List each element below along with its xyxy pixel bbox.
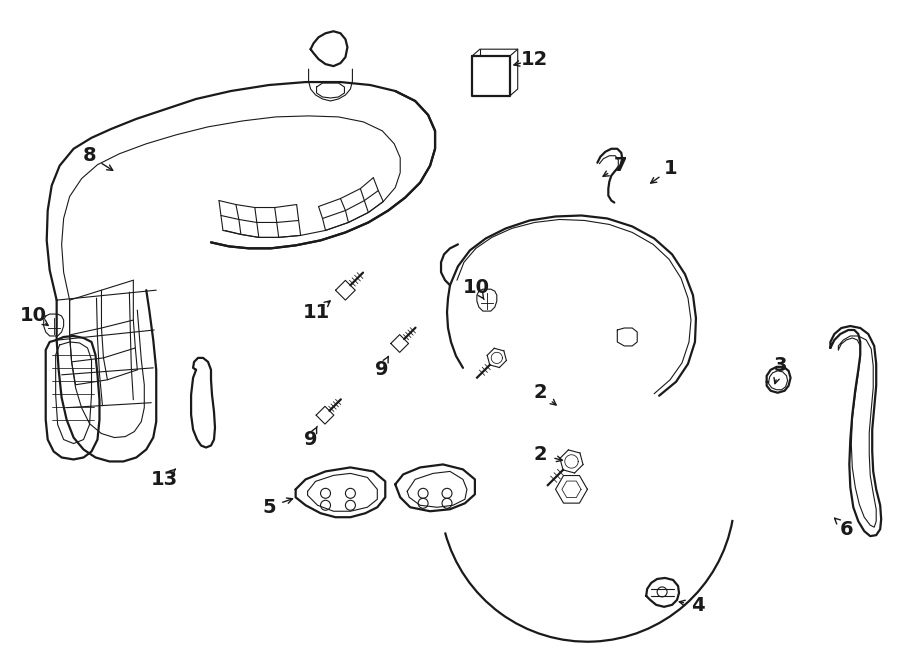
Text: 10: 10 [463, 277, 490, 297]
Text: 9: 9 [374, 360, 388, 379]
Text: 12: 12 [521, 50, 548, 69]
Text: 6: 6 [840, 520, 853, 539]
Text: 13: 13 [150, 470, 178, 489]
Text: 4: 4 [691, 596, 705, 616]
Text: 9: 9 [304, 430, 318, 449]
Text: 2: 2 [534, 383, 547, 402]
Text: 11: 11 [303, 303, 330, 322]
Text: 3: 3 [774, 356, 788, 375]
Text: 8: 8 [83, 146, 96, 166]
Text: 2: 2 [534, 445, 547, 464]
Text: 7: 7 [614, 156, 627, 175]
Text: 5: 5 [262, 498, 275, 517]
Text: 10: 10 [21, 306, 48, 324]
Text: 1: 1 [664, 159, 678, 178]
